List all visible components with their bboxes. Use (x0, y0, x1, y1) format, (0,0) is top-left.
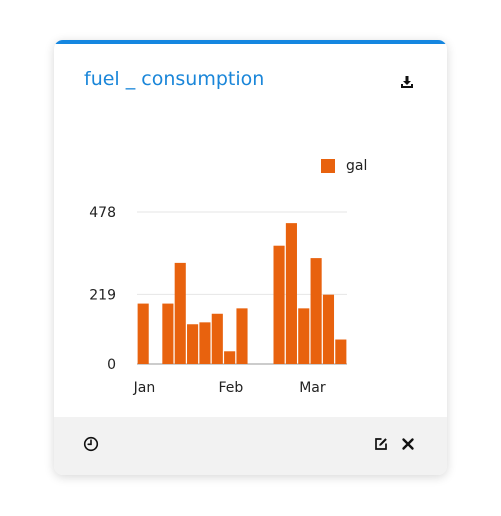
legend-label-gal: gal (346, 158, 368, 174)
bar-2[interactable] (162, 303, 174, 364)
y-tick-label: 0 (107, 357, 116, 373)
chart-legend[interactable]: gal (321, 158, 367, 174)
bar-4[interactable] (187, 324, 199, 364)
fuel-consumption-widget: fuel _ consumption 0 219 478 Jan Feb Mar gal (54, 40, 447, 475)
bar-13[interactable] (298, 308, 310, 364)
bar-6[interactable] (211, 313, 223, 364)
history-icon (83, 436, 99, 452)
bar-3[interactable] (174, 262, 186, 364)
x-tick-label: Feb (218, 380, 243, 396)
edit-button[interactable] (370, 433, 392, 455)
x-tick-label: Jan (133, 380, 156, 396)
widget-title: fuel _ consumption (84, 68, 265, 90)
bar-16[interactable] (335, 339, 347, 364)
bar-8[interactable] (236, 308, 248, 364)
widget-top-accent-bar (54, 40, 447, 44)
bar-12[interactable] (285, 223, 297, 364)
x-tick-label: Mar (299, 380, 326, 396)
bar-5[interactable] (199, 322, 211, 364)
download-icon (401, 76, 413, 88)
bar-15[interactable] (322, 294, 335, 364)
download-button[interactable] (396, 71, 418, 93)
y-tick-label: 478 (89, 205, 116, 221)
widget-footer (54, 417, 447, 475)
fuel-consumption-chart: 0 219 478 Jan Feb Mar (89, 205, 347, 396)
history-button[interactable] (80, 433, 102, 455)
bar-11[interactable] (273, 245, 285, 364)
bar-0[interactable] (137, 303, 149, 364)
chart-y-ticks: 0 219 478 (89, 205, 116, 373)
chart-x-ticks: Jan Feb Mar (133, 380, 326, 396)
chart-bars (137, 223, 347, 364)
edit-icon (375, 438, 387, 450)
bar-7[interactable] (224, 351, 236, 364)
y-tick-label: 219 (89, 287, 116, 303)
bar-14[interactable] (310, 258, 322, 364)
legend-swatch-gal (321, 159, 335, 173)
close-icon (402, 438, 414, 450)
close-button[interactable] (397, 433, 419, 455)
